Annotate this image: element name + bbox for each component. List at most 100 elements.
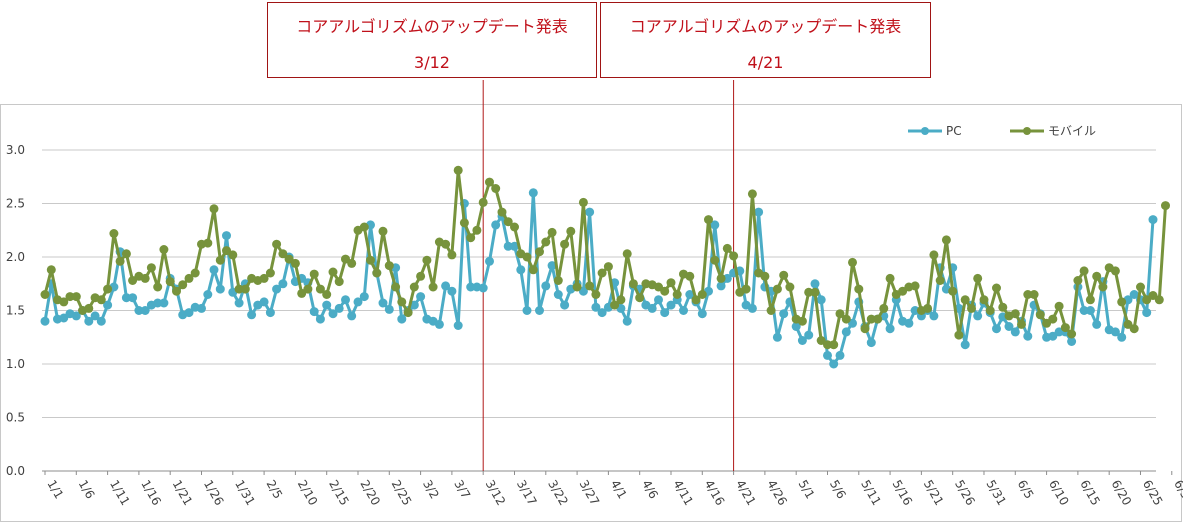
data-point-mobile xyxy=(59,297,69,307)
y-tick-label: 2.5 xyxy=(6,197,25,211)
data-point-mobile xyxy=(860,324,870,334)
data-point-pc xyxy=(278,279,288,289)
data-point-pc xyxy=(1048,331,1058,341)
y-tick-label: 3.0 xyxy=(6,143,25,157)
data-point-pc xyxy=(1004,322,1014,331)
data-point-pc xyxy=(315,314,325,324)
data-point-pc xyxy=(197,303,206,313)
x-tick-label: 1/16 xyxy=(138,478,164,508)
data-point-pc xyxy=(1110,327,1120,337)
data-point-mobile xyxy=(572,282,582,292)
data-point-mobile xyxy=(979,295,989,305)
data-point-mobile xyxy=(578,197,588,207)
data-point-mobile xyxy=(560,239,570,249)
data-point-mobile xyxy=(1017,319,1026,329)
data-point-pc xyxy=(341,295,350,305)
data-point-pc xyxy=(747,303,757,313)
data-point-pc xyxy=(378,298,388,308)
data-point-pc xyxy=(685,290,695,299)
data-point-pc xyxy=(791,322,801,331)
data-point-mobile xyxy=(491,184,501,193)
data-point-pc xyxy=(516,265,526,275)
data-point-mobile xyxy=(1010,309,1020,319)
data-point-pc xyxy=(679,306,688,315)
data-point-mobile xyxy=(691,295,701,305)
data-point-pc xyxy=(441,281,451,291)
data-point-mobile xyxy=(322,290,332,299)
data-point-pc xyxy=(716,281,726,291)
x-tick-label: 1/21 xyxy=(170,478,196,508)
data-point-mobile xyxy=(40,290,50,299)
data-point-mobile xyxy=(478,197,488,207)
data-point-pc xyxy=(585,207,595,217)
data-point-pc xyxy=(660,308,670,318)
data-point-pc xyxy=(328,309,338,319)
annotation-date: 4/21 xyxy=(747,53,784,72)
data-point-pc xyxy=(309,307,319,317)
data-point-mobile xyxy=(328,267,338,277)
data-point-pc xyxy=(841,327,851,337)
data-point-mobile xyxy=(215,255,225,265)
data-point-pc xyxy=(754,207,764,217)
data-point-mobile xyxy=(71,292,81,302)
data-point-pc xyxy=(973,311,983,321)
data-point-mobile xyxy=(935,276,945,285)
data-point-pc xyxy=(1067,337,1077,346)
data-point-pc xyxy=(128,293,138,303)
data-point-pc xyxy=(1142,308,1152,318)
data-point-pc xyxy=(322,300,332,310)
y-tick-label: 0.0 xyxy=(6,464,25,478)
data-point-mobile xyxy=(760,271,770,281)
data-point-mobile xyxy=(566,226,576,236)
data-point-pc xyxy=(1092,319,1102,329)
data-point-pc xyxy=(522,306,532,315)
data-point-mobile xyxy=(772,284,782,294)
data-point-mobile xyxy=(510,222,519,232)
data-point-mobile xyxy=(459,218,469,228)
data-point-pc xyxy=(1129,290,1139,299)
data-point-mobile xyxy=(153,282,163,292)
data-point-pc xyxy=(960,340,970,350)
data-point-mobile xyxy=(278,249,288,259)
x-tick-label: 4/26 xyxy=(764,478,790,508)
data-point-mobile xyxy=(1129,324,1139,334)
data-point-pc xyxy=(510,241,519,251)
data-point-pc xyxy=(591,302,601,312)
data-point-mobile xyxy=(1092,271,1102,281)
data-point-pc xyxy=(353,297,363,307)
data-point-mobile xyxy=(985,306,995,315)
data-point-pc xyxy=(359,292,369,302)
annotation-box-core-update-2: コアアルゴリズムのアップデート発表 4/21 xyxy=(600,2,931,78)
data-point-pc xyxy=(103,300,113,310)
data-point-mobile xyxy=(1035,310,1045,320)
data-point-mobile xyxy=(785,282,795,292)
data-point-mobile xyxy=(1161,201,1170,211)
data-point-pc xyxy=(835,350,845,360)
data-point-mobile xyxy=(704,215,713,225)
data-point-pc xyxy=(992,324,1001,334)
data-point-pc xyxy=(1010,327,1020,337)
data-point-mobile xyxy=(716,273,726,283)
data-point-pc xyxy=(666,300,676,310)
data-point-pc xyxy=(885,324,895,334)
data-point-mobile xyxy=(159,245,169,254)
data-point-mobile xyxy=(528,265,538,275)
data-point-mobile xyxy=(835,309,845,319)
data-point-mobile xyxy=(810,287,820,297)
data-point-mobile xyxy=(409,282,419,292)
data-point-mobile xyxy=(1148,291,1158,300)
data-point-mobile xyxy=(666,278,676,288)
data-point-mobile xyxy=(372,268,382,278)
data-point-mobile xyxy=(303,284,313,294)
data-point-pc xyxy=(140,306,150,315)
data-point-pc xyxy=(485,256,494,266)
data-point-mobile xyxy=(960,295,970,305)
data-point-mobile xyxy=(992,283,1001,293)
data-point-mobile xyxy=(334,277,344,287)
x-tick-label: 6/25 xyxy=(1140,478,1166,508)
legend-marker-pc xyxy=(921,127,929,135)
x-tick-label: 5/21 xyxy=(921,478,947,508)
data-point-pc xyxy=(1023,331,1033,341)
data-point-pc xyxy=(722,273,732,283)
